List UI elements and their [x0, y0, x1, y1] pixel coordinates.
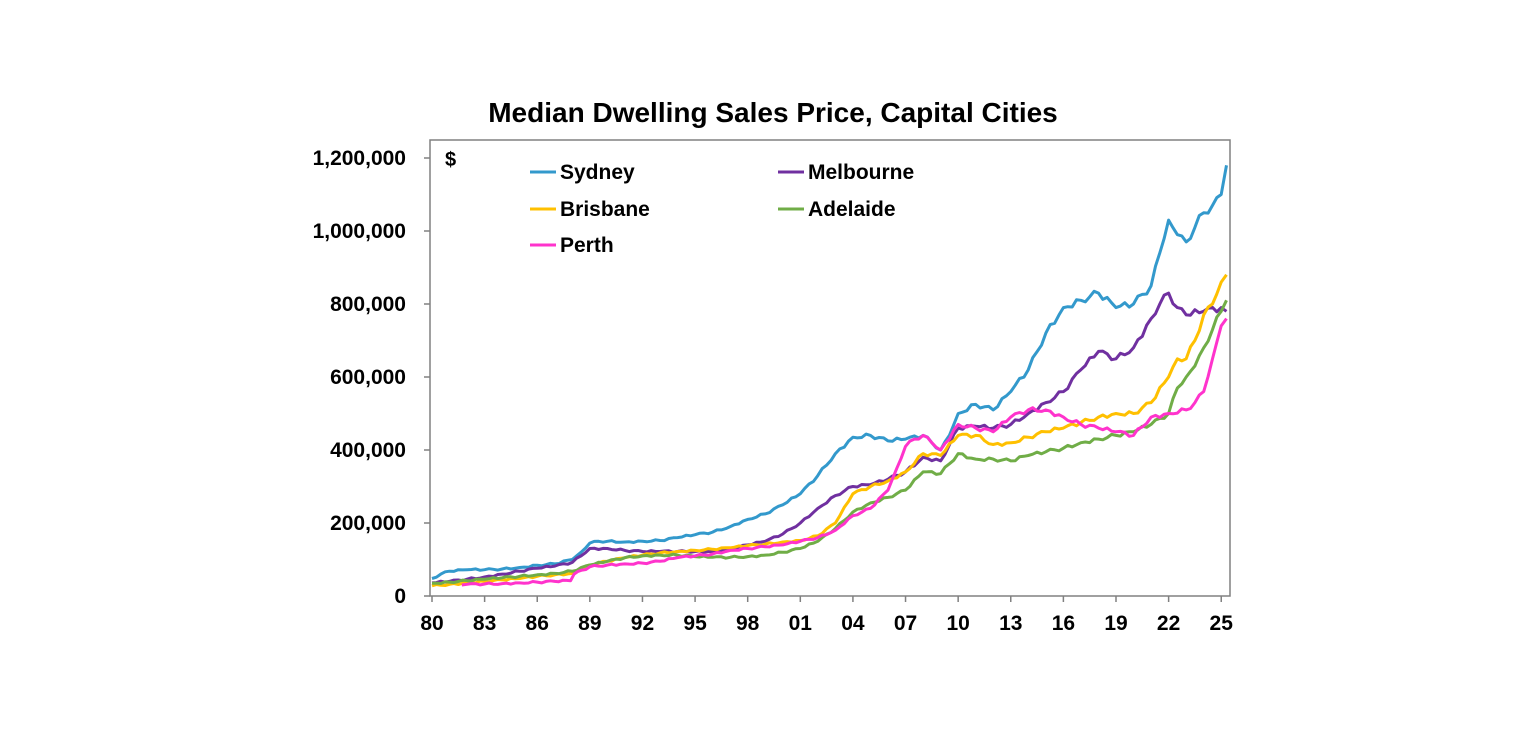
y-tick-label: 600,000	[330, 366, 406, 389]
y-tick-label: 1,200,000	[313, 147, 406, 170]
x-tick-label: 01	[789, 612, 813, 635]
legend-label-brisbane: Brisbane	[560, 198, 650, 221]
series-line-melbourne	[431, 291, 1228, 585]
y-axis: 0 200,000 400,000 600,000 800,000 1,000,000 1,…	[313, 147, 430, 608]
x-tick-label: 10	[946, 612, 969, 635]
y-tick-label: 1,000,000	[313, 220, 406, 243]
series-line-perth	[461, 317, 1228, 587]
x-tick-label: 19	[1104, 612, 1127, 635]
x-tick-label: 80	[420, 612, 443, 635]
legend-label-sydney: Sydney	[560, 161, 635, 184]
unit-label: $	[445, 149, 456, 171]
x-tick-label: 22	[1157, 612, 1180, 635]
x-tick-label: 04	[841, 612, 865, 635]
x-tick-label: 83	[473, 612, 496, 635]
y-tick-label: 800,000	[330, 293, 406, 316]
x-tick-label: 95	[683, 612, 707, 635]
plot-area-frame	[429, 139, 1231, 597]
x-tick-label: 86	[526, 612, 549, 635]
legend-label-perth: Perth	[560, 234, 614, 257]
x-tick-label: 89	[578, 612, 601, 635]
x-axis: 80 83 86 89 92 95 98 01 04 07 10 13 16 19 22 25	[420, 596, 1233, 635]
x-tick-label: 16	[1052, 612, 1075, 635]
legend: Sydney Melbourne Brisbane Adelaide Perth	[530, 161, 914, 257]
legend-label-adelaide: Adelaide	[808, 198, 896, 221]
x-tick-label: 92	[631, 612, 654, 635]
x-tick-label: 25	[1210, 612, 1234, 635]
x-tick-label: 13	[999, 612, 1022, 635]
series-line-adelaide	[431, 299, 1228, 585]
y-tick-label: 200,000	[330, 512, 406, 535]
y-tick-label: 400,000	[330, 439, 406, 462]
series-lines	[431, 165, 1228, 588]
legend-label-melbourne: Melbourne	[808, 161, 914, 184]
series-line-brisbane	[431, 273, 1228, 588]
series-line-sydney	[431, 165, 1228, 580]
chart-title: Median Dwelling Sales Price, Capital Cit…	[488, 97, 1058, 128]
x-tick-label: 07	[894, 612, 917, 635]
x-tick-label: 98	[736, 612, 760, 635]
y-tick-label: 0	[394, 585, 406, 608]
